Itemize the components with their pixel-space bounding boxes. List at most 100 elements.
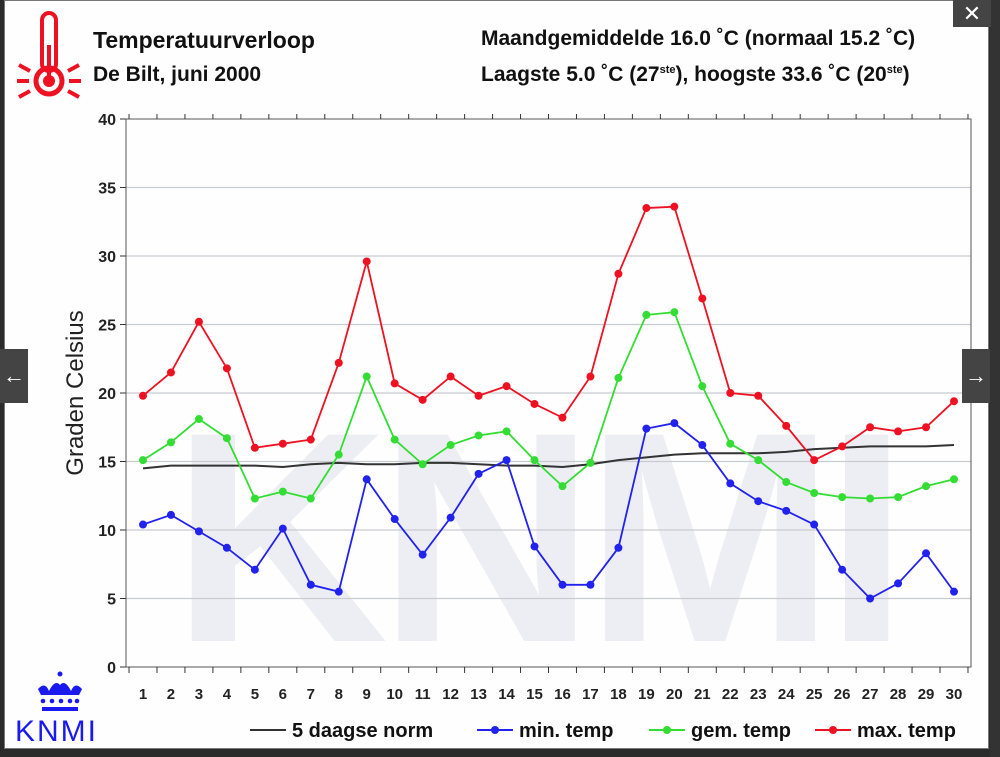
legend-label: 5 daagse norm (292, 720, 433, 742)
data-point (866, 423, 875, 432)
data-point (698, 441, 707, 450)
x-tick-label: 26 (834, 686, 851, 703)
data-point (782, 478, 791, 487)
data-point (334, 358, 343, 367)
data-point (502, 382, 511, 391)
data-point (642, 424, 651, 433)
x-tick-label: 17 (582, 686, 599, 703)
data-point (950, 587, 958, 596)
data-point (782, 506, 791, 515)
data-point (838, 493, 847, 502)
data-point (698, 294, 707, 303)
data-point (670, 308, 679, 317)
data-point (670, 419, 679, 428)
data-point (726, 479, 735, 488)
data-point (334, 587, 343, 596)
data-point (670, 202, 679, 211)
data-point (810, 456, 819, 465)
data-point (194, 415, 203, 424)
data-point (530, 399, 539, 408)
x-tick-label: 19 (638, 686, 655, 703)
legend-label: gem. temp (691, 720, 791, 742)
data-point (950, 475, 958, 484)
x-tick-label: 14 (498, 686, 515, 703)
data-point (502, 427, 511, 436)
previous-button[interactable]: ← (0, 349, 28, 403)
data-point (810, 520, 819, 529)
data-point (838, 565, 847, 574)
y-tick-label: 5 (107, 592, 116, 609)
data-point (278, 487, 287, 496)
thermometer-icon (17, 11, 81, 99)
data-point (894, 579, 903, 588)
x-tick-label: 2 (167, 686, 175, 703)
data-point (390, 379, 399, 388)
legend-label: min. temp (519, 720, 613, 742)
legend-marker (491, 726, 499, 734)
y-axis-label: Graden Celsius (62, 310, 89, 475)
data-point (278, 439, 287, 448)
data-point (838, 442, 847, 451)
data-point (922, 549, 931, 558)
data-point (250, 443, 259, 452)
data-point (418, 460, 427, 469)
data-point (306, 435, 315, 444)
x-tick-label: 7 (307, 686, 315, 703)
data-point (586, 372, 595, 381)
data-point (418, 395, 427, 404)
y-tick-label: 20 (98, 386, 116, 403)
data-point (418, 550, 427, 559)
arrow-left-icon: ← (3, 363, 25, 388)
data-point (558, 413, 567, 422)
data-point (866, 494, 875, 503)
x-tick-label: 18 (610, 686, 627, 703)
x-tick-label: 24 (778, 686, 795, 703)
data-point (166, 510, 175, 519)
data-point (166, 438, 175, 447)
data-point (194, 317, 203, 326)
data-point (390, 515, 399, 524)
x-tick-label: 20 (666, 686, 683, 703)
data-point (530, 542, 539, 551)
data-point (362, 257, 371, 266)
chart-card: Temperatuurverloop De Bilt, juni 2000 Ma… (4, 0, 989, 749)
data-point (894, 427, 903, 436)
y-tick-label: 0 (107, 660, 116, 677)
x-tick-label: 5 (251, 686, 259, 703)
data-point (558, 482, 567, 491)
data-point (614, 269, 623, 278)
data-point (614, 543, 623, 552)
data-point (306, 580, 315, 589)
data-point (502, 456, 511, 465)
data-point (446, 513, 455, 522)
data-point (754, 497, 763, 506)
knmi-logo (38, 671, 82, 711)
x-tick-label: 12 (442, 686, 459, 703)
data-point (866, 594, 875, 603)
x-tick-label: 10 (386, 686, 403, 703)
data-point (726, 389, 735, 397)
x-tick-label: 23 (750, 686, 767, 703)
x-tick-label: 16 (554, 686, 571, 703)
x-tick-label: 27 (862, 686, 879, 703)
data-point (558, 580, 567, 589)
y-tick-label: 35 (98, 181, 116, 198)
series-line (142, 444, 955, 470)
close-icon: ✕ (962, 0, 982, 26)
data-point (278, 524, 287, 533)
monthly-average: Maandgemiddelde 16.0 ˚C (normaal 15.2 ˚C… (481, 27, 916, 50)
data-point (222, 364, 231, 373)
data-point (222, 543, 231, 552)
close-button[interactable]: ✕ (953, 0, 991, 27)
arrow-right-icon: → (965, 363, 987, 388)
data-point (922, 482, 931, 491)
window-edge (990, 0, 1000, 757)
next-button[interactable]: → (962, 349, 990, 403)
data-point (530, 456, 539, 465)
x-tick-label: 25 (806, 686, 823, 703)
data-point (390, 435, 399, 444)
data-point (642, 204, 651, 213)
x-tick-label: 9 (363, 686, 371, 703)
x-tick-label: 13 (470, 686, 487, 703)
